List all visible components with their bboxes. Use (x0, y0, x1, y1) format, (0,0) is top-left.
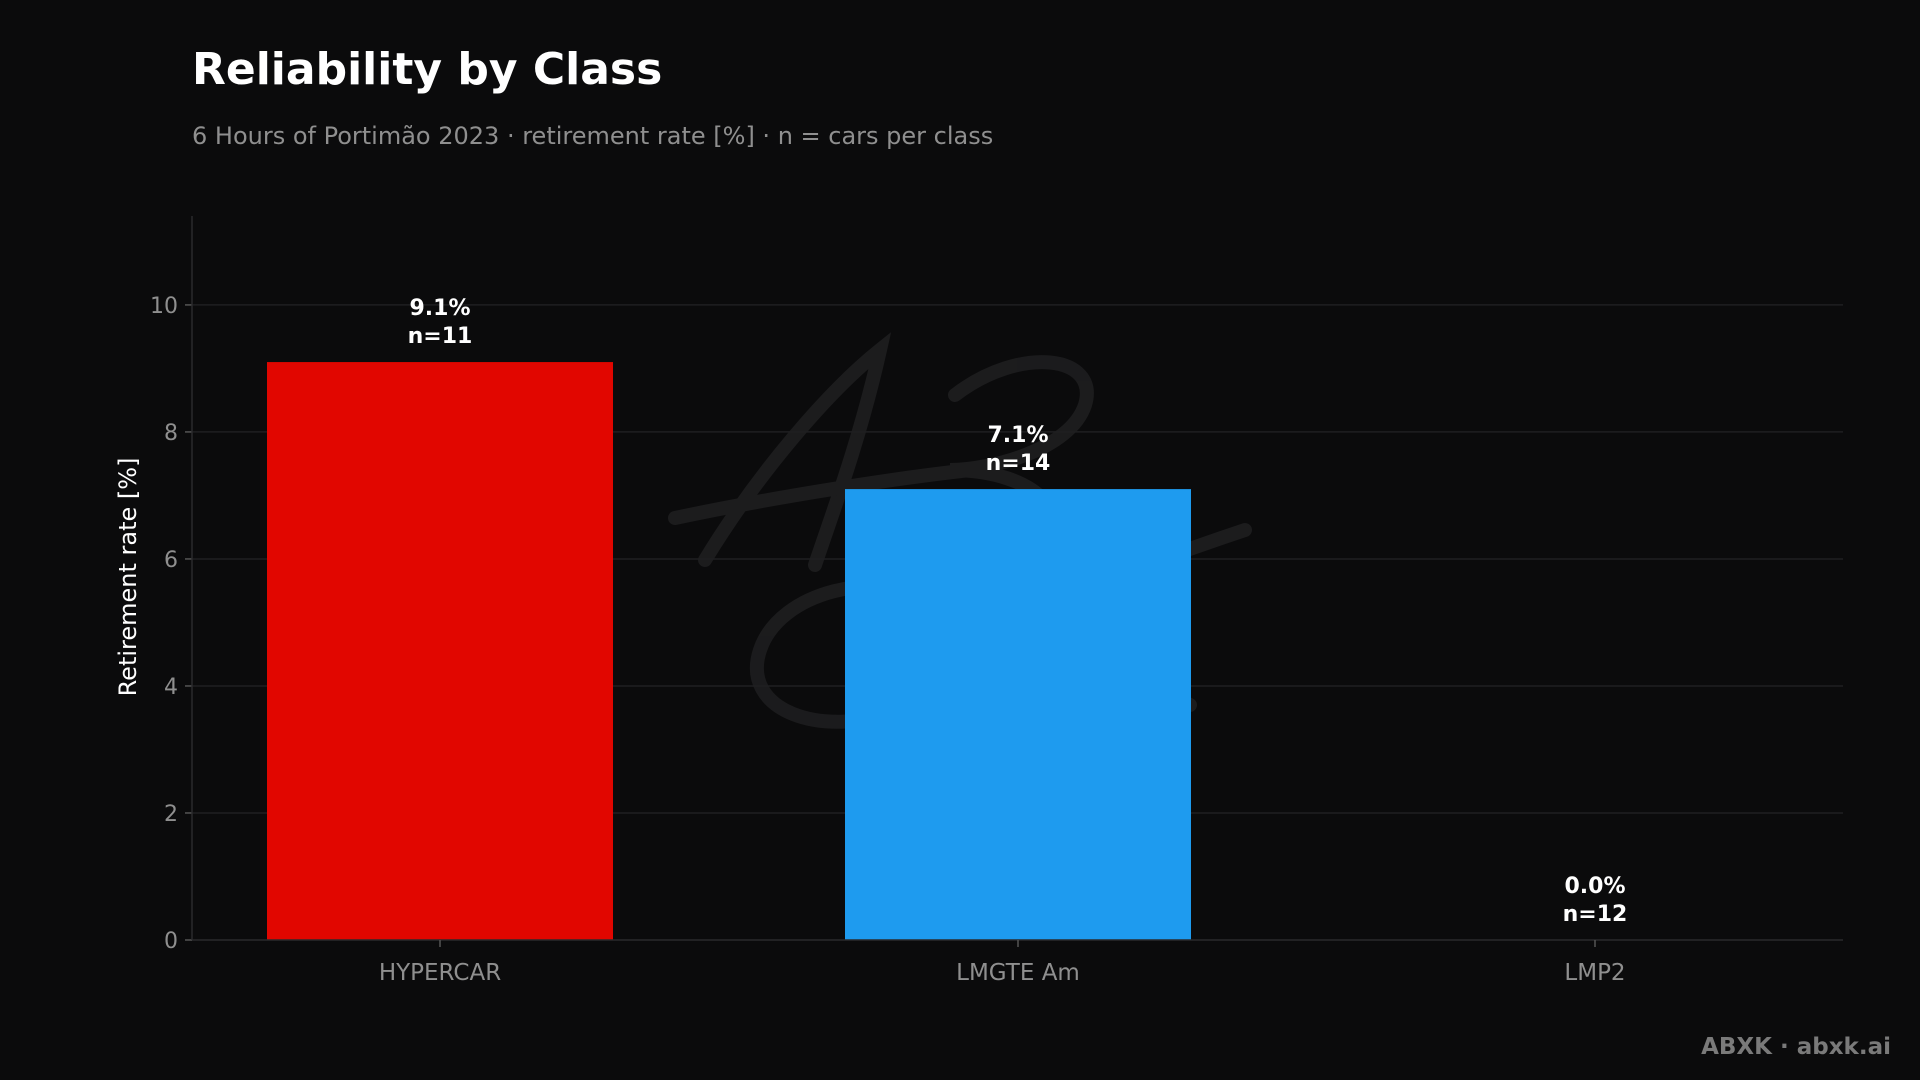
y-axis-label: Retirement rate [%] (114, 458, 142, 697)
n-label: n=11 (408, 324, 473, 349)
value-label: 0.0% (1564, 874, 1625, 899)
bar-lmgte-am (845, 489, 1191, 940)
y-tick-label: 8 (164, 421, 178, 446)
bars (267, 362, 1191, 940)
x-tick-label: HYPERCAR (379, 960, 501, 986)
x-tick-label: LMP2 (1564, 960, 1625, 986)
data-labels: 9.1% n=11 7.1% n=14 0.0% n=12 (408, 296, 1628, 927)
x-tick-label: LMGTE Am (956, 960, 1080, 986)
n-label: n=12 (1563, 902, 1628, 927)
y-tick-label: 6 (164, 548, 178, 573)
bar-hypercar (267, 362, 613, 940)
y-tick-label: 4 (164, 675, 178, 700)
value-label: 9.1% (409, 296, 470, 321)
value-label: 7.1% (987, 423, 1048, 448)
y-tick-label: 0 (164, 929, 178, 954)
n-label: n=14 (986, 451, 1051, 476)
y-tick-label: 2 (164, 802, 178, 827)
brand-watermark: ABXK · abxk.ai (1701, 1034, 1891, 1060)
axes: 0 2 4 6 8 10 HYPERCAR LMGTE Am LMP2 (150, 216, 1843, 986)
y-tick-label: 10 (150, 294, 178, 319)
chart-title: Reliability by Class (192, 44, 663, 95)
chart-subtitle: 6 Hours of Portimão 2023 · retirement ra… (192, 122, 994, 150)
